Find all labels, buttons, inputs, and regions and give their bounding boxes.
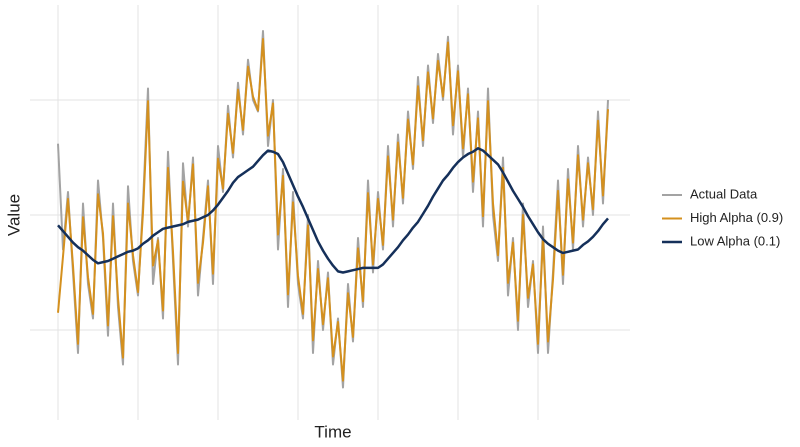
series-line	[57, 38, 609, 382]
series-line	[57, 147, 609, 274]
legend-label: High Alpha (0.9)	[690, 210, 783, 225]
x-axis-label: Time	[314, 422, 351, 441]
legend-label: Low Alpha (0.1)	[690, 233, 780, 248]
y-axis-label: Value	[4, 194, 23, 236]
legend-label: Actual Data	[690, 186, 758, 201]
